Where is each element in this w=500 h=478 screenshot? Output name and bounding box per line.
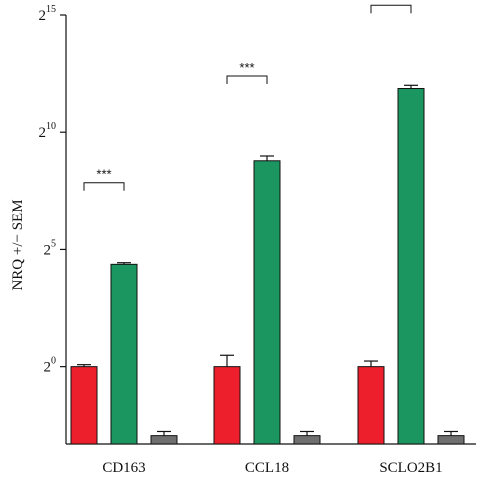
significance-label: *** [383, 0, 398, 4]
y-tick-base: 2 [44, 360, 52, 376]
bar-ccl18-series-3 [293, 435, 321, 445]
y-tick-base: 2 [39, 125, 47, 141]
bars [70, 87, 465, 445]
y-tick-base: 2 [39, 8, 47, 24]
bar-ccl18-series-2 [253, 160, 281, 445]
significance-label: *** [96, 167, 111, 182]
y-tick-exponent: 10 [46, 121, 56, 132]
x-axis-categories: CD163 CCL18 SCLO2B1 [102, 460, 442, 476]
significance-bracket [226, 75, 268, 84]
bar-sclo2b1-series-3 [437, 435, 465, 445]
bar-cd163-series-3 [150, 435, 178, 445]
y-tick-exponent: 0 [51, 356, 56, 367]
x-category-label: CD163 [102, 460, 145, 476]
y-tick-exponent: 5 [51, 238, 56, 249]
bar-ccl18-series-1 [213, 366, 241, 445]
significance-bracket [83, 182, 125, 191]
x-category-label: SCLO2B1 [379, 460, 442, 476]
significance-brackets: *** *** *** [83, 0, 412, 191]
y-tick-base: 2 [44, 242, 52, 258]
y-tick-label: 25 [44, 238, 57, 258]
y-tick-label: 20 [44, 356, 57, 376]
bar-sclo2b1-series-1 [357, 366, 385, 445]
x-category-label: CCL18 [245, 460, 289, 476]
bar-sclo2b1-series-2 [397, 87, 425, 445]
error-bars [77, 84, 458, 436]
bar-cd163-series-2 [110, 263, 138, 445]
y-tick-label: 210 [39, 121, 57, 141]
significance-bracket [370, 4, 412, 14]
y-tick-exponent: 15 [46, 4, 56, 15]
bar-cd163-series-1 [70, 366, 98, 445]
significance-label: *** [239, 60, 254, 75]
y-tick-label: 215 [39, 4, 57, 24]
y-axis-label: NRQ +/− SEM [10, 199, 26, 290]
